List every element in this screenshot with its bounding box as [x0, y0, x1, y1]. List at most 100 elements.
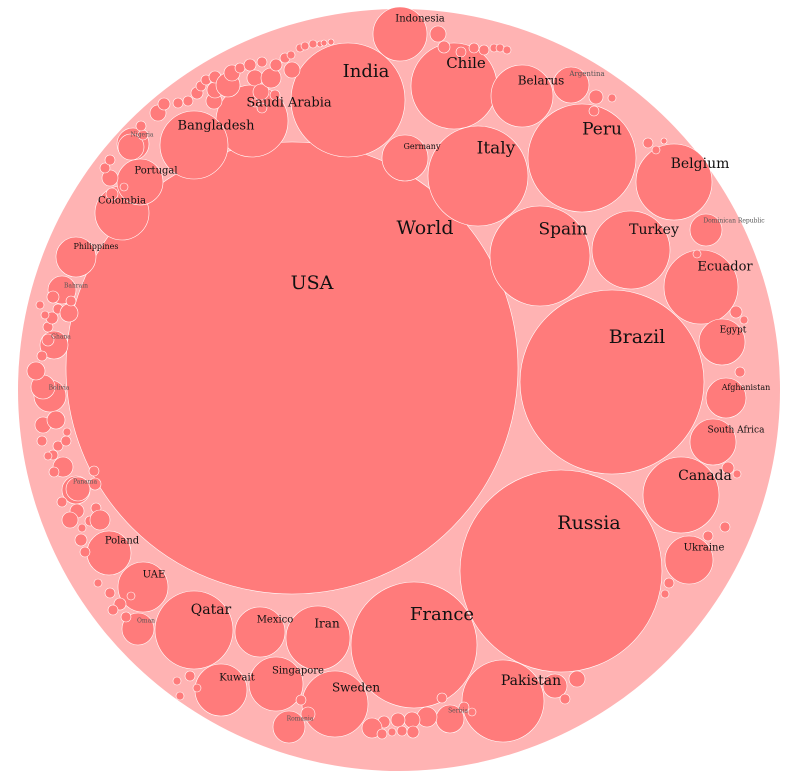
bubble-small	[43, 451, 53, 461]
bubble-dominican-republic	[689, 213, 723, 247]
bubble-france	[350, 581, 478, 709]
bubble-ukraine	[664, 535, 714, 585]
bubble-small	[26, 361, 46, 381]
label-russia: Russia	[557, 512, 620, 534]
bubble-small	[105, 187, 119, 201]
bubble-egypt	[698, 318, 746, 366]
label-chile: Chile	[446, 54, 486, 72]
bubble-small	[56, 496, 68, 508]
bubble-small	[437, 40, 451, 54]
label-turkey: Turkey	[629, 222, 679, 238]
bubble-small	[126, 591, 136, 601]
bubble-small	[568, 670, 586, 688]
label-peru: Peru	[582, 120, 622, 140]
bubble-small	[252, 83, 270, 101]
bubble-small	[478, 44, 490, 56]
bubble-small	[36, 435, 48, 447]
bubble-small	[559, 693, 571, 705]
label-iran: Iran	[314, 617, 340, 631]
bubble-small	[59, 303, 79, 323]
bubble-small	[184, 670, 196, 682]
bubble-small	[135, 120, 147, 132]
bubble-small	[387, 727, 397, 737]
bubble-canada	[642, 456, 720, 534]
label-uae: UAE	[143, 570, 166, 581]
bubble-small	[406, 725, 420, 739]
bubble-small	[36, 350, 48, 362]
label-usa: USA	[291, 272, 334, 294]
label-bahrain: Bahrain	[64, 283, 88, 290]
bubble-mexico	[234, 606, 286, 658]
bubble-small	[101, 169, 119, 187]
bubble-small	[436, 692, 448, 704]
label-india: India	[343, 61, 390, 82]
bubble-small	[61, 511, 79, 529]
label-qatar: Qatar	[191, 602, 232, 618]
bubble-south-africa	[689, 418, 737, 466]
bubble-small	[260, 67, 282, 89]
bubble-small	[172, 676, 182, 686]
bubble-small	[269, 58, 283, 72]
label-bangladesh: Bangladesh	[178, 119, 256, 134]
bubble-small	[607, 93, 617, 103]
bubble-afghanistan	[705, 377, 747, 419]
bubble-small	[376, 728, 388, 740]
bubble-small	[403, 711, 421, 729]
bubble-india	[290, 42, 406, 158]
bubble-small	[588, 105, 600, 117]
bubble-brazil	[519, 289, 705, 475]
label-dominican-republic: Dominican Republic	[703, 218, 765, 225]
label-ukraine: Ukraine	[684, 543, 725, 554]
bubble-small	[295, 694, 307, 706]
bubble-small	[175, 691, 185, 701]
label-france: France	[410, 604, 474, 625]
bubble-small	[250, 98, 260, 108]
label-saudi-arabia: Saudi Arabia	[246, 96, 331, 111]
bubble-small	[721, 461, 735, 475]
label-spain: Spain	[538, 220, 587, 240]
label-nigeria: Nigeria	[131, 132, 154, 139]
bubble-small	[88, 465, 100, 477]
bubble-small	[269, 89, 281, 101]
bubble-small	[327, 38, 335, 46]
bubble-small	[390, 712, 406, 728]
bubble-small	[48, 466, 60, 478]
bubble-small	[734, 366, 746, 378]
label-oman: Oman	[137, 618, 155, 625]
bubble-singapore	[248, 656, 304, 712]
label-egypt: Egypt	[720, 326, 747, 336]
bubble-small	[729, 305, 743, 319]
bubble-small	[320, 39, 328, 47]
bubble-small	[467, 707, 477, 717]
label-layer: USA Brazil Russia France India Peru Italy Spain…	[49, 14, 771, 723]
bubble-small	[642, 137, 654, 149]
bubble-small	[256, 56, 268, 68]
bubble-small	[117, 133, 145, 161]
bubble-small	[702, 530, 714, 542]
bubble-iran	[285, 605, 351, 671]
label-bolivia: Bolivia	[49, 385, 70, 392]
bubble-small	[458, 701, 470, 713]
bubble-small	[65, 295, 77, 307]
bubble-turkey	[591, 210, 671, 290]
bubble-bangladesh	[159, 110, 229, 180]
bubble-small	[396, 725, 408, 737]
bubble-small	[286, 50, 296, 60]
bubble-small	[99, 162, 111, 174]
bubble-small	[300, 706, 316, 722]
label-panama: Panama	[73, 479, 97, 486]
label-indonesia: Indonesia	[395, 14, 445, 25]
label-philippines: Philippines	[73, 242, 118, 251]
label-canada: Canada	[678, 468, 732, 484]
label-romania: Romania	[287, 716, 314, 723]
bubble-philippines	[55, 236, 97, 278]
bubble-peru	[527, 103, 637, 213]
bubble-small	[157, 97, 171, 111]
bubble-usa	[65, 141, 519, 595]
label-colombia: Colombia	[98, 196, 146, 207]
bubble-small	[660, 137, 668, 145]
bubble-small	[107, 604, 119, 616]
bubble-small	[300, 41, 310, 51]
bubble-small	[256, 102, 268, 114]
